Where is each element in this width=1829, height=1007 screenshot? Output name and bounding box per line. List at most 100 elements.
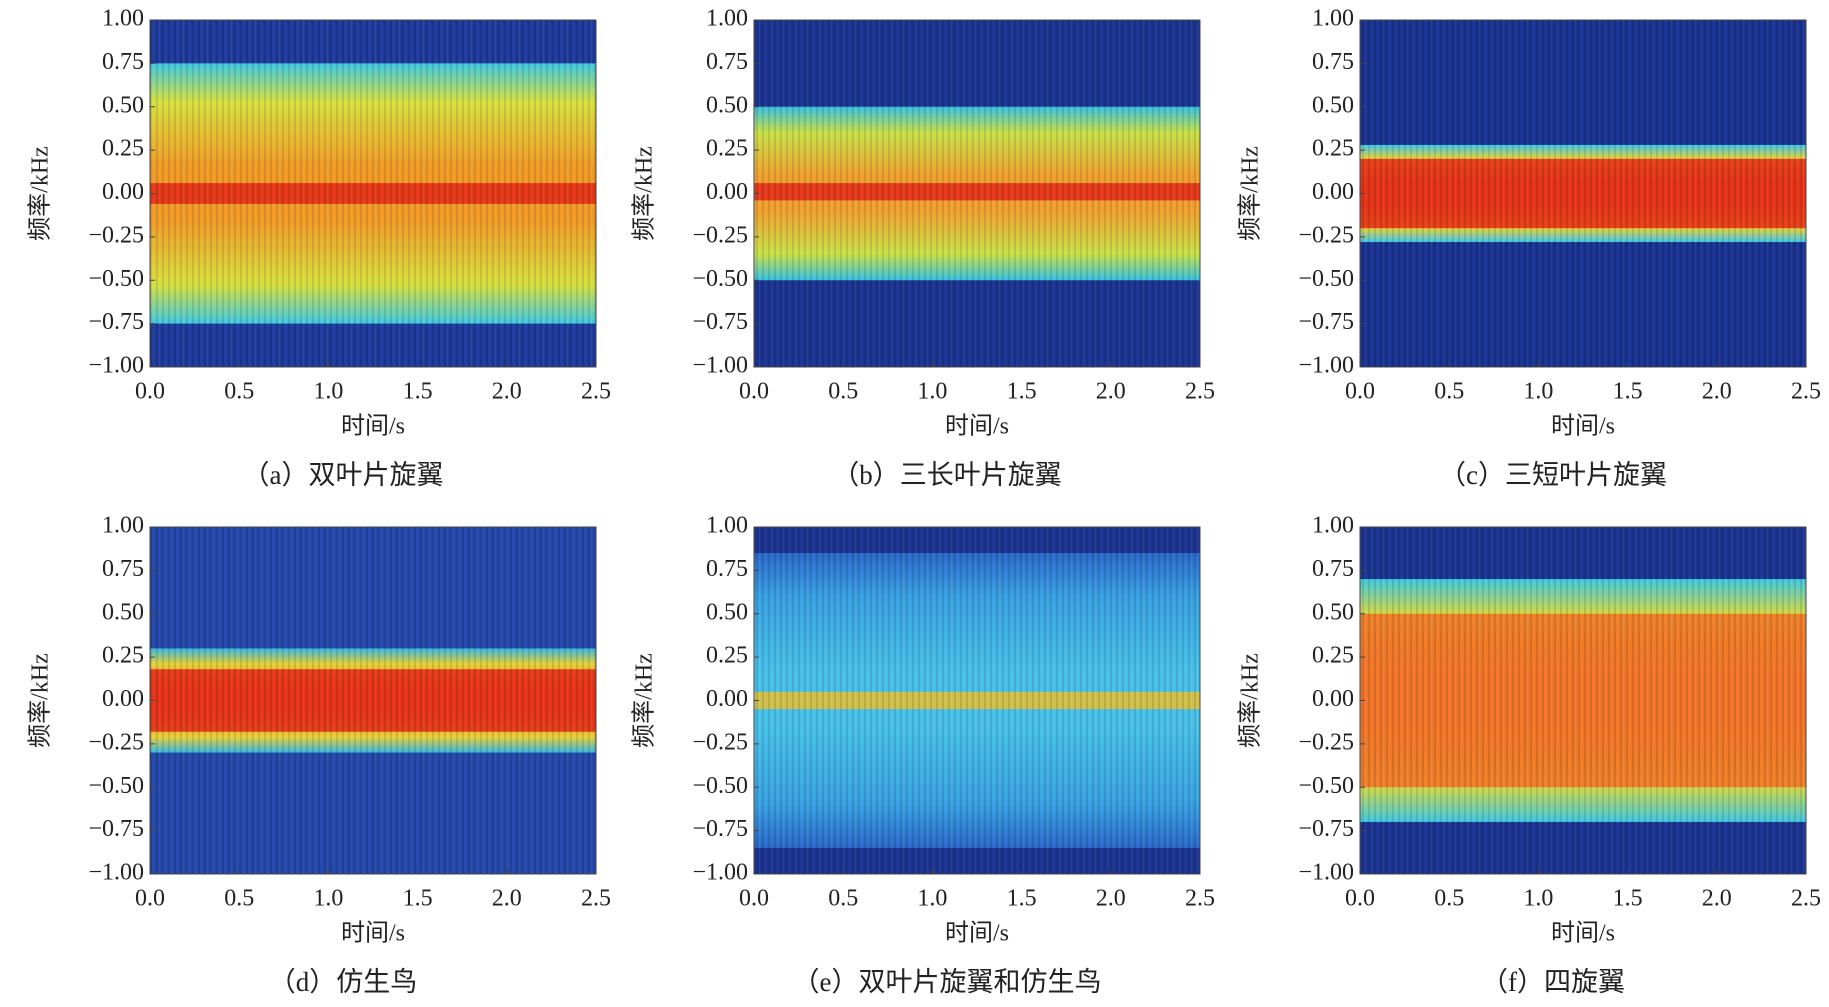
x-tick-label: 2.0 [1702,886,1732,912]
y-tick-label: 1.00 [706,513,748,539]
y-tick-label: −0.50 [1298,773,1354,799]
y-tick-label: −0.25 [692,729,748,755]
x-tick-label: 1.0 [1523,379,1553,405]
x-tick-label: 2.0 [1096,379,1126,405]
y-tick-label: 1.00 [1312,6,1354,32]
y-tick-label: −0.75 [1298,816,1354,842]
x-tick-label: 1.5 [1007,379,1037,405]
x-tick-label: 2.0 [492,379,522,405]
caption: （b）三长叶片旋翼 [832,460,1062,490]
y-axis-label: 频率/kHz [27,146,54,241]
caption: （f）四旋翼 [1481,967,1625,997]
y-tick-label: −1.00 [1298,860,1354,886]
y-tick-label: 0.25 [102,643,144,669]
y-tick-label: 0.75 [102,49,144,75]
y-tick-label: 0.00 [706,686,748,712]
y-tick-label: −0.50 [88,266,144,292]
x-tick-label: 2.0 [1702,379,1732,405]
x-tick-label: 0.5 [224,886,254,912]
x-tick-label: 1.5 [1613,886,1643,912]
x-tick-label: 2.5 [1185,379,1215,405]
y-tick-label: −0.50 [692,266,748,292]
y-tick-label: 0.00 [102,179,144,205]
y-tick-label: 1.00 [1312,513,1354,539]
x-tick-label: 1.5 [1007,886,1037,912]
x-tick-label: 1.0 [1523,886,1553,912]
y-tick-label: 0.50 [706,599,748,625]
y-tick-label: −0.75 [1298,309,1354,335]
caption: （a）双叶片旋翼 [243,460,444,490]
y-tick-label: 0.25 [706,136,748,162]
y-tick-label: −1.00 [88,860,144,886]
x-axis-label: 时间/s [1551,413,1615,440]
y-tick-label: −1.00 [88,353,144,379]
x-tick-label: 2.0 [1096,886,1126,912]
x-tick-label: 2.5 [581,886,611,912]
x-tick-label: 1.5 [403,379,433,405]
y-tick-label: 0.50 [1312,92,1354,118]
x-tick-label: 1.0 [917,379,947,405]
x-axis-label: 时间/s [945,920,1009,947]
x-tick-label: 0.5 [828,379,858,405]
y-tick-label: 0.50 [102,599,144,625]
x-tick-label: 2.5 [1185,886,1215,912]
caption: （e）双叶片旋翼和仿生鸟 [793,967,1102,997]
y-tick-label: 0.00 [102,686,144,712]
y-tick-label: −0.75 [692,816,748,842]
x-tick-label: 0.5 [828,886,858,912]
x-tick-label: 1.0 [313,379,343,405]
x-tick-label: 1.5 [403,886,433,912]
y-tick-label: 0.00 [1312,179,1354,205]
y-tick-label: −0.50 [1298,266,1354,292]
x-tick-label: 0.0 [739,886,769,912]
caption: （c）三短叶片旋翼 [1439,460,1667,490]
x-axis-label: 时间/s [341,920,405,947]
y-tick-label: 1.00 [102,6,144,32]
y-tick-label: −1.00 [1298,353,1354,379]
x-axis-label: 时间/s [945,413,1009,440]
y-tick-label: 0.25 [1312,643,1354,669]
x-tick-label: 0.0 [739,379,769,405]
y-axis-label: 频率/kHz [631,653,658,748]
y-tick-label: 0.00 [706,179,748,205]
y-tick-label: 1.00 [102,513,144,539]
y-tick-label: −0.25 [1298,222,1354,248]
x-tick-label: 2.5 [1791,379,1821,405]
x-tick-label: 2.0 [492,886,522,912]
y-tick-label: −0.50 [692,773,748,799]
x-tick-label: 0.0 [1345,379,1375,405]
y-tick-label: −0.75 [692,309,748,335]
y-tick-label: −1.00 [692,860,748,886]
x-tick-label: 2.5 [1791,886,1821,912]
y-tick-label: 0.75 [1312,49,1354,75]
x-tick-label: 0.5 [224,379,254,405]
x-tick-label: 2.5 [581,379,611,405]
y-tick-label: 0.25 [1312,136,1354,162]
y-tick-label: −0.25 [1298,729,1354,755]
y-tick-label: −0.25 [88,222,144,248]
y-tick-label: 0.75 [706,556,748,582]
x-tick-label: 0.5 [1434,379,1464,405]
x-tick-label: 0.5 [1434,886,1464,912]
x-axis-label: 时间/s [1551,920,1615,947]
y-tick-label: 0.50 [706,92,748,118]
y-tick-label: −0.75 [88,816,144,842]
x-tick-label: 0.0 [135,379,165,405]
y-tick-label: 0.50 [102,92,144,118]
y-tick-label: 0.75 [1312,556,1354,582]
y-tick-label: 0.25 [102,136,144,162]
y-tick-label: −0.75 [88,309,144,335]
y-axis-label: 频率/kHz [27,653,54,748]
y-tick-label: −0.25 [692,222,748,248]
caption: （d）仿生鸟 [269,967,418,997]
y-tick-label: 0.25 [706,643,748,669]
x-tick-label: 1.0 [313,886,343,912]
y-tick-label: −0.50 [88,773,144,799]
x-tick-label: 1.5 [1613,379,1643,405]
y-tick-label: −1.00 [692,353,748,379]
y-tick-label: 0.50 [1312,599,1354,625]
y-axis-label: 频率/kHz [631,146,658,241]
x-tick-label: 0.0 [135,886,165,912]
y-axis-label: 频率/kHz [1237,653,1264,748]
